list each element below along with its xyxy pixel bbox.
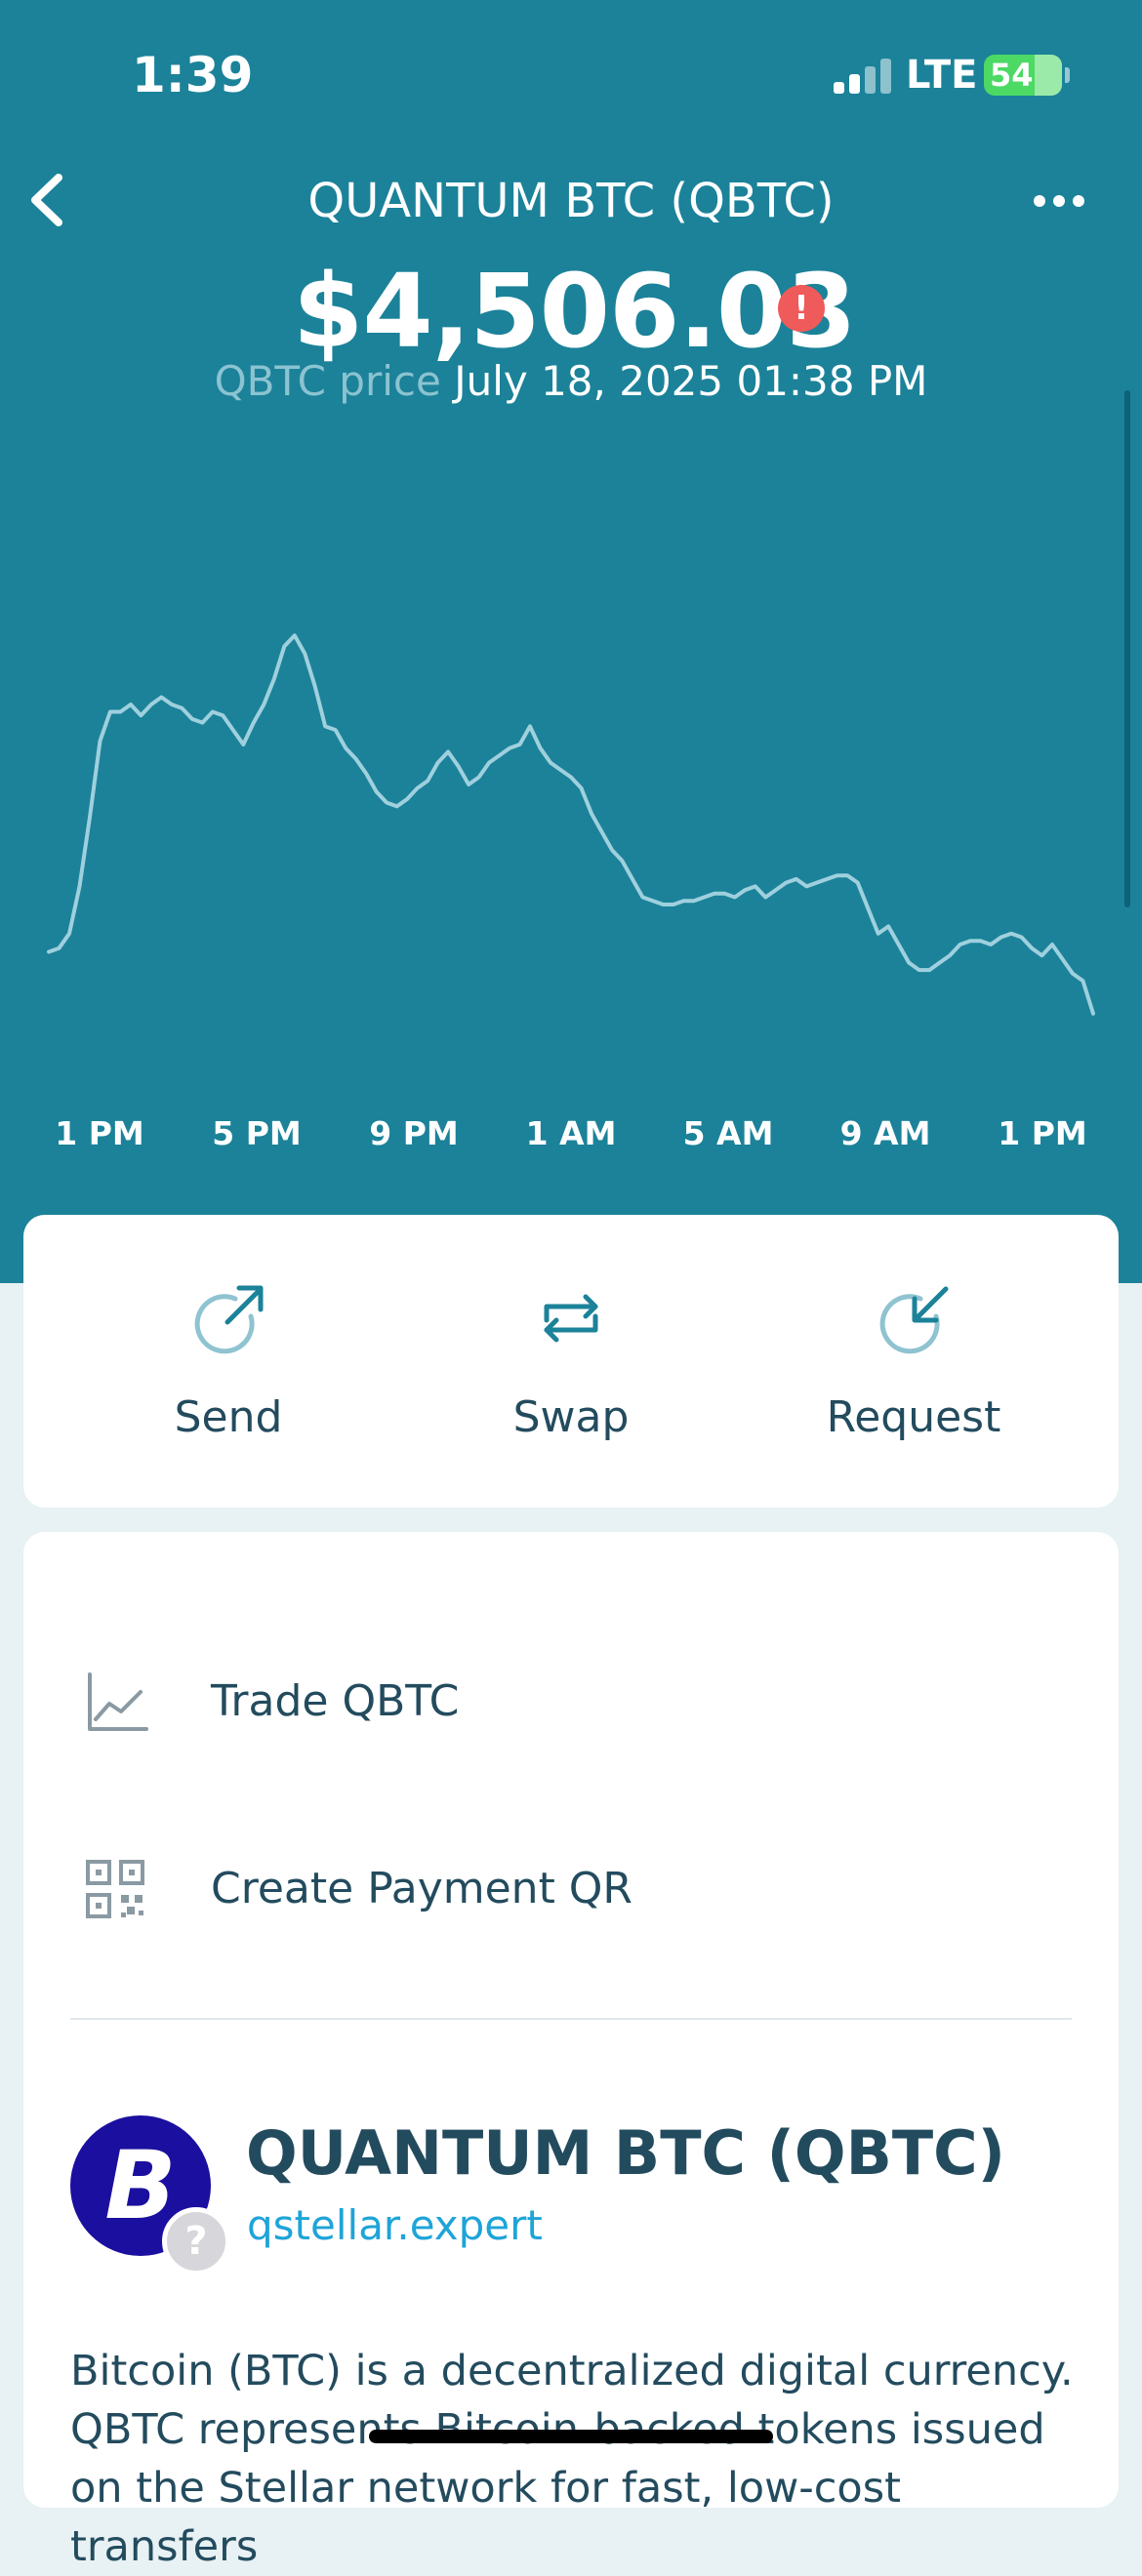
qr-code-icon [86, 1860, 144, 1918]
actions-card: Send Swap Request [23, 1215, 1119, 1508]
unverified-badge-icon: ? [162, 2207, 230, 2275]
x-axis-tick-label: 9 AM [839, 1114, 931, 1152]
x-axis-tick-label: 5 AM [682, 1114, 774, 1152]
home-indicator[interactable] [369, 2430, 773, 2443]
send-button[interactable]: Send [82, 1273, 375, 1442]
price-label: QBTC price [214, 357, 441, 405]
divider [70, 2018, 1072, 2020]
scrollbar[interactable] [1124, 390, 1130, 907]
battery-cap [1065, 67, 1070, 83]
x-axis-tick-label: 1 AM [525, 1114, 617, 1152]
price-alert-icon[interactable]: ! [778, 285, 825, 332]
payment-qr-menu-item[interactable]: Create Payment QR [23, 1836, 1119, 1944]
more-horizontal-icon [1034, 195, 1084, 207]
trade-menu-item[interactable]: Trade QBTC [23, 1649, 1119, 1756]
request-label: Request [826, 1392, 1001, 1442]
request-button[interactable]: Request [767, 1273, 1060, 1442]
asset-name: QUANTUM BTC (QBTC) [246, 2117, 1005, 2189]
price-subtitle: QBTC price July 18, 2025 01:38 PM [0, 357, 1142, 405]
x-axis-tick-label: 1 PM [55, 1114, 144, 1152]
send-label: Send [174, 1392, 283, 1442]
chevron-left-icon [31, 174, 62, 226]
network-type: LTE [906, 53, 978, 98]
x-axis-tick-label: 9 PM [369, 1114, 459, 1152]
swap-button[interactable]: Swap [425, 1273, 717, 1442]
trade-label: Trade QBTC [211, 1676, 460, 1726]
asset-domain-link[interactable]: qstellar.expert [247, 2201, 543, 2249]
signal-strength-icon [834, 59, 894, 94]
swap-label: Swap [512, 1392, 630, 1442]
price-chart[interactable] [0, 546, 1142, 1034]
price-timestamp: July 18, 2025 01:38 PM [454, 357, 928, 405]
asset-logo: B [70, 2115, 211, 2256]
asset-info-card: Trade QBTC Create Payment QR B ? QUANTUM… [23, 1532, 1119, 2571]
battery-icon: 54 [984, 55, 1062, 96]
price-value: $4,506.03 [293, 252, 857, 371]
back-button[interactable] [18, 166, 86, 234]
header-background [0, 0, 1142, 1283]
request-arrow-icon [879, 1286, 949, 1354]
status-time: 1:39 [132, 47, 254, 103]
send-arrow-icon [194, 1285, 264, 1354]
chart-line-icon [88, 1672, 148, 1731]
x-axis-tick-label: 1 PM [998, 1114, 1087, 1152]
page-title: QUANTUM BTC (QBTC) [307, 174, 835, 228]
battery-level: 54 [990, 57, 1034, 94]
more-options-button[interactable] [1030, 181, 1088, 221]
swap-arrows-icon [544, 1294, 598, 1343]
payment-qr-label: Create Payment QR [211, 1864, 633, 1913]
price-series-line [47, 633, 1095, 1016]
x-axis-tick-label: 5 PM [212, 1114, 302, 1152]
asset-description: Bitcoin (BTC) is a decentralized digital… [70, 2347, 1074, 2571]
